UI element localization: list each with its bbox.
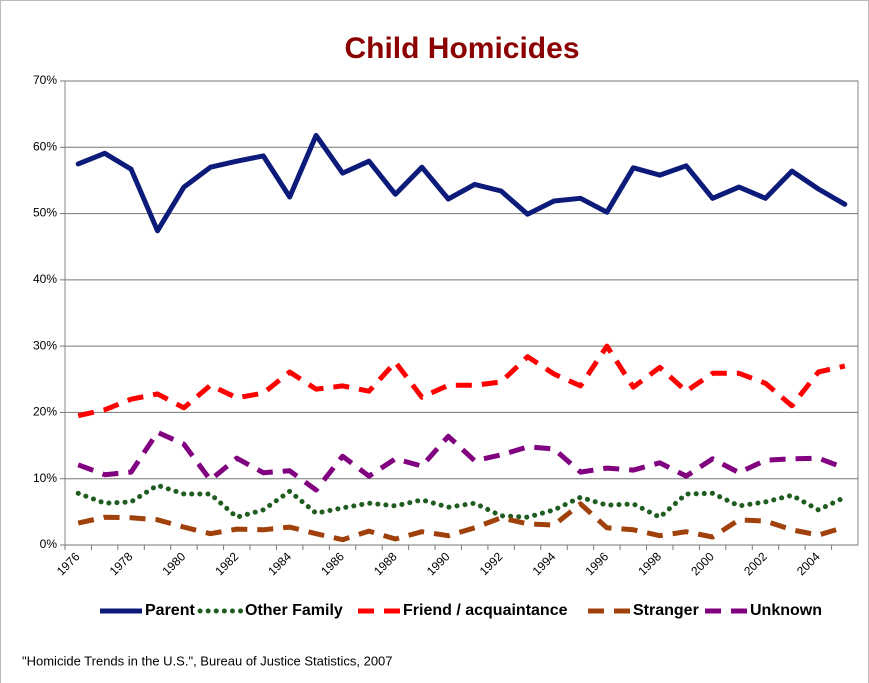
source-note: "Homicide Trends in the U.S.", Bureau of… [22, 653, 393, 668]
y-tick-label: 30% [33, 338, 57, 352]
legend-label: Friend / acquaintance [403, 602, 568, 619]
legend-label: Parent [145, 602, 195, 619]
series-line [77, 343, 846, 419]
y-tick-label: 10% [33, 471, 57, 485]
y-tick-label: 50% [33, 206, 57, 220]
series-line [75, 482, 848, 520]
plot-area [64, 80, 859, 546]
series-line [77, 501, 846, 543]
legend-label: Stranger [633, 602, 699, 619]
y-tick-label: 70% [33, 73, 57, 87]
legend-label: Unknown [750, 602, 822, 619]
y-tick-label: 20% [33, 405, 57, 419]
y-tick-label: 40% [33, 272, 57, 286]
y-tick-label: 60% [33, 139, 57, 153]
series-line [75, 132, 848, 234]
y-tick-label: 0% [40, 537, 58, 551]
chart-title: Child Homicides [344, 32, 579, 65]
series-line [77, 429, 846, 493]
legend-label: Other Family [245, 602, 343, 619]
